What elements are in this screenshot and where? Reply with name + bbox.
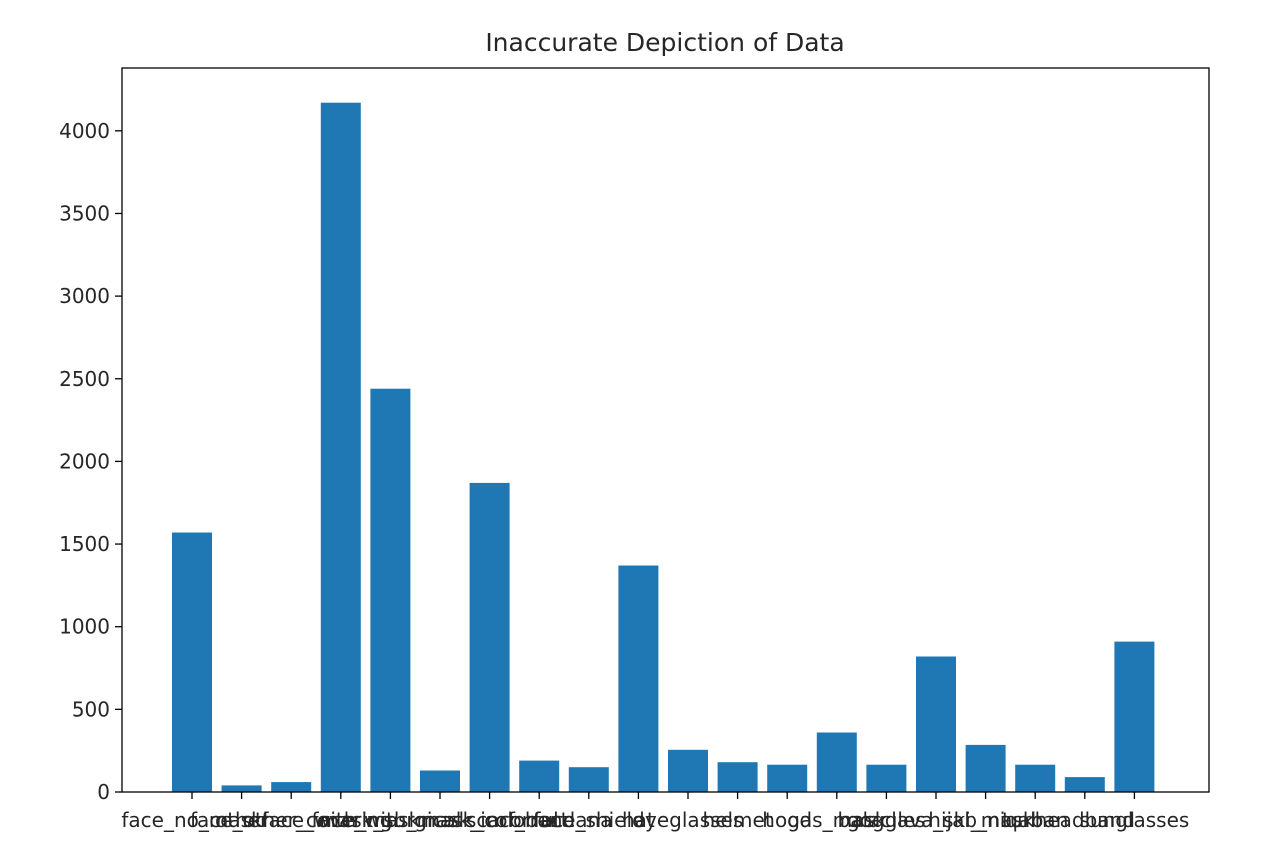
bar-face_no_mask <box>172 532 212 792</box>
x-tick-label: goggles <box>847 808 926 832</box>
bar-hood <box>767 764 808 792</box>
x-axis: face_no_maskotherface_other_coveringface… <box>121 792 1189 832</box>
bar-gas_mask <box>816 732 857 792</box>
x-tick-label: gas_mask <box>787 808 887 832</box>
bar-scarf_bandana <box>519 760 560 792</box>
bar-mask_colorful <box>469 482 510 792</box>
chart-title: Inaccurate Depiction of Data <box>485 28 844 57</box>
x-tick-label: turban <box>1002 808 1068 832</box>
y-tick-label: 3500 <box>59 201 110 225</box>
y-tick-label: 2500 <box>59 367 110 391</box>
y-tick-label: 3000 <box>59 284 110 308</box>
y-tick-label: 4000 <box>59 119 110 143</box>
bar-goggles <box>866 764 907 792</box>
x-tick-label: face_shield <box>533 808 645 832</box>
x-tick-label: helmet <box>703 808 773 832</box>
x-tick-label: other <box>215 808 269 832</box>
bar-hijab_niqab <box>965 744 1006 792</box>
y-tick-label: 1000 <box>59 615 110 639</box>
bar-balaclava_ski_mask <box>916 656 956 792</box>
x-tick-label: mask_colorful <box>420 808 558 832</box>
x-tick-label: eyeglasses <box>633 808 744 832</box>
bar-face_shield <box>568 767 609 792</box>
bar-headband <box>1064 777 1105 792</box>
bar-face_with_mask_incorrect <box>420 770 460 792</box>
bar-hat <box>618 565 659 792</box>
bar-other <box>221 785 262 792</box>
x-tick-label: face_no_mask <box>121 808 263 832</box>
x-tick-label: balaclava_ski_mask <box>838 808 1035 832</box>
bar-face_other_covering <box>271 782 312 792</box>
bar-mask_surgical <box>370 388 411 792</box>
y-tick-label: 2000 <box>59 449 110 473</box>
bar-face_with_mask <box>320 102 361 792</box>
x-tick-label: scarf_bandana <box>466 808 612 832</box>
plot-frame <box>121 67 1210 793</box>
bar-sunglasses <box>1114 641 1155 792</box>
bars-group <box>172 102 1155 792</box>
y-axis: 0 500 1000 1500 2000 2500 3000 3500 4000 <box>59 119 122 804</box>
x-tick-label: hood <box>762 808 812 832</box>
x-tick-label: face_other_covering <box>190 808 392 832</box>
bar-helmet <box>717 762 758 792</box>
x-tick-label: headband <box>1035 808 1135 832</box>
x-tick-label: face_with_mask <box>261 808 420 832</box>
x-tick-label: face_with_mask_incorrect <box>311 808 568 832</box>
bar-turban <box>1015 764 1056 792</box>
bar-eyeglasses <box>668 749 708 792</box>
y-tick-label: 0 <box>97 780 110 804</box>
x-tick-label: mask_surgical <box>320 808 462 832</box>
x-tick-label: hijab_niqab <box>928 808 1043 832</box>
y-tick-label: 1500 <box>59 532 110 556</box>
x-tick-label: sunglasses <box>1079 808 1189 832</box>
x-tick-label: hat <box>622 808 655 832</box>
y-tick-label: 500 <box>72 697 110 721</box>
